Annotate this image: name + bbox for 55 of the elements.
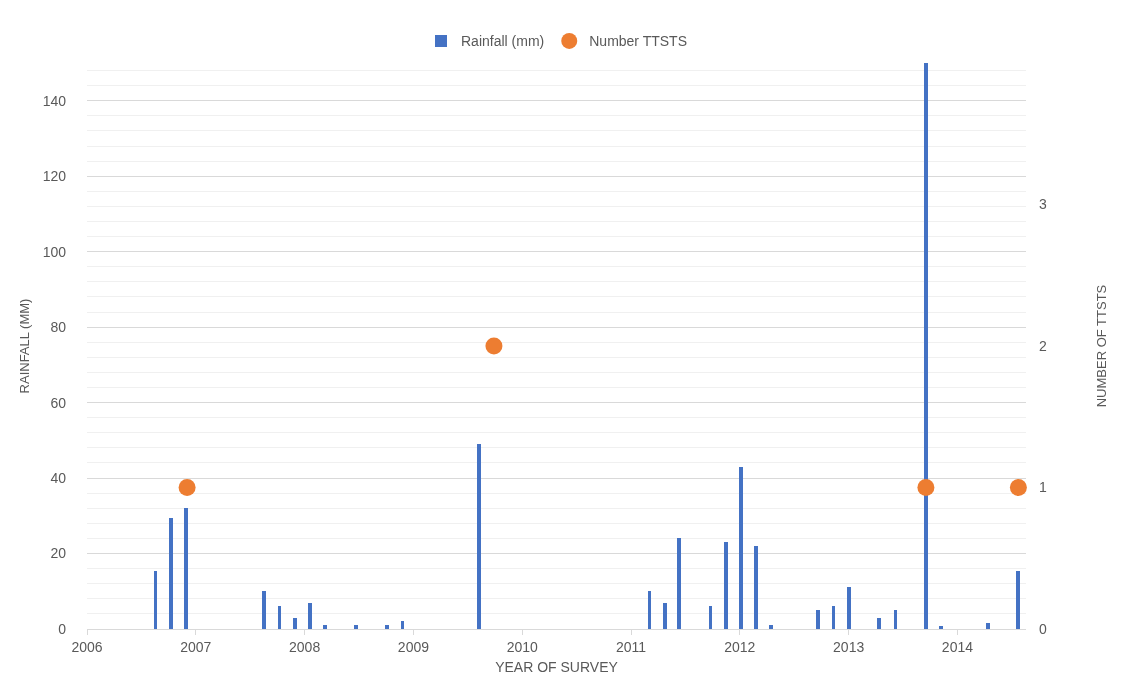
y-tick-label: 40 (50, 469, 67, 486)
x-tick-label: 2007 (180, 638, 212, 655)
bar (677, 538, 681, 629)
x-tick-label: 2008 (289, 638, 321, 655)
bar (354, 625, 358, 629)
y-tick-label: 20 (50, 545, 67, 562)
bar (293, 618, 297, 629)
y2-axis-title: NUMBER OF TTSTS (1093, 284, 1109, 408)
bar (1016, 571, 1020, 629)
bar (739, 467, 743, 629)
bar (769, 625, 773, 629)
bar (924, 63, 928, 629)
bar (308, 603, 312, 629)
bar (385, 625, 389, 629)
y-axis-title: RAINFALL (MM) (16, 298, 32, 394)
bar (816, 610, 820, 629)
y2-tick-label: 1 (1039, 479, 1047, 496)
y-tick-label: 120 (42, 168, 67, 185)
bar (154, 571, 157, 629)
y2-tick-label: 0 (1039, 620, 1047, 637)
x-tick-label: 2013 (833, 638, 865, 655)
bar (477, 444, 481, 629)
y-tick-label: 140 (42, 92, 67, 109)
bar (262, 591, 266, 629)
bar (754, 546, 758, 629)
bar (184, 508, 188, 629)
bar (986, 623, 990, 629)
legend-label: Number TTSTS (589, 33, 687, 50)
bar (663, 603, 667, 629)
x-axis-title: YEAR OF SURVEY (495, 659, 619, 676)
bar (401, 621, 404, 629)
bar (648, 591, 651, 629)
bar (709, 606, 712, 629)
y-tick-label: 0 (58, 620, 67, 637)
x-tick-label: 2011 (615, 638, 647, 655)
bar (169, 518, 173, 629)
bar (877, 618, 881, 629)
bar (939, 626, 943, 629)
y2-tick-label: 2 (1039, 337, 1047, 354)
y-tick-label: 100 (42, 243, 67, 260)
bar (894, 610, 897, 629)
bar (278, 606, 281, 629)
x-tick-label: 2010 (506, 638, 539, 655)
y2-tick-label: 3 (1039, 196, 1047, 213)
legend-label: Rainfall (mm) (461, 33, 545, 50)
bar (847, 587, 851, 629)
bar (724, 542, 728, 629)
bar (323, 625, 327, 629)
x-tick-label: 2009 (397, 638, 430, 655)
x-tick-label: 2006 (71, 638, 103, 655)
x-tick-label: 2014 (941, 638, 974, 655)
y-tick-label: 80 (50, 319, 67, 336)
x-tick-label: 2012 (724, 638, 756, 655)
bar (832, 606, 835, 629)
y-tick-label: 60 (50, 394, 67, 411)
